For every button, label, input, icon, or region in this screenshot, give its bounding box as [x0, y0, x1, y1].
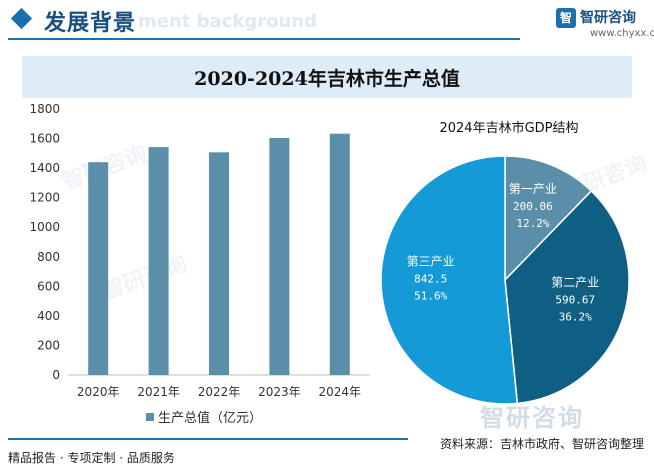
section-title: 发展背景 — [44, 11, 137, 36]
y-tick-label: 0 — [52, 368, 60, 382]
y-tick-label: 600 — [37, 279, 60, 293]
legend-label: 生产总值（亿元） — [158, 410, 262, 426]
pie-label-value: 200.06 — [513, 200, 553, 213]
brand-url: www.chyxx.com — [590, 28, 654, 39]
legend-swatch — [146, 413, 154, 421]
page-footer: 精品报告 · 专项定制 · 品质服务 资料来源：吉林市政府、智研咨询整理 — [0, 437, 654, 468]
y-tick-label: 1000 — [29, 220, 60, 234]
pie-label-percent: 12.2% — [516, 217, 549, 230]
pie-slice — [504, 189, 630, 405]
pie-label-percent: 51.6% — [414, 290, 447, 303]
bar — [209, 152, 229, 375]
y-tick-label: 1400 — [29, 161, 60, 175]
bar — [269, 137, 290, 375]
y-tick-label: 200 — [37, 338, 60, 352]
section-title-watermark: ment background — [138, 11, 317, 32]
pie-label-name: 第三产业 — [407, 255, 455, 269]
chart-banner: 2020-2024年吉林市生产总值 — [22, 56, 632, 98]
data-source: 资料来源：吉林市政府、智研咨询整理 — [439, 437, 644, 451]
bar — [88, 162, 109, 375]
x-tick-label: 2021年 — [137, 385, 180, 399]
y-tick-label: 800 — [37, 250, 60, 264]
y-tick-label: 1800 — [29, 102, 60, 116]
watermark-logo: 智研咨询 — [480, 404, 584, 432]
footer-tagline: 精品报告 · 专项定制 · 品质服务 — [8, 451, 175, 465]
footer-rule — [8, 438, 408, 440]
chart-banner-title: 2020-2024年吉林市生产总值 — [194, 68, 460, 90]
x-tick-label: 2023年 — [258, 385, 301, 399]
brand-logo: 智 智研咨询 www.chyxx.com — [556, 7, 654, 41]
x-tick-label: 2022年 — [198, 385, 241, 399]
pie-label-name: 第二产业 — [551, 275, 599, 289]
pie-title: 2024年吉林市GDP结构 — [439, 120, 578, 136]
page-header: 发展背景 ment background — [0, 0, 654, 44]
y-tick-label: 1600 — [29, 132, 60, 146]
pie-slice — [504, 155, 593, 282]
bar — [329, 133, 350, 375]
bar — [148, 147, 169, 375]
y-tick-label: 1200 — [29, 191, 60, 205]
pie-label-value: 590.67 — [555, 293, 595, 306]
pie-label-name: 第一产业 — [509, 182, 557, 196]
header-rule — [8, 38, 520, 40]
pie-label-value: 842.5 — [414, 273, 447, 286]
x-tick-label: 2024年 — [319, 385, 362, 399]
pie-slice — [380, 155, 519, 405]
brand-name: 智研咨询 — [580, 10, 636, 26]
y-tick-label: 400 — [37, 309, 60, 323]
x-tick-label: 2020年 — [77, 385, 120, 399]
brand-logo-icon: 智 — [556, 8, 576, 28]
pie-label-percent: 36.2% — [559, 310, 592, 323]
